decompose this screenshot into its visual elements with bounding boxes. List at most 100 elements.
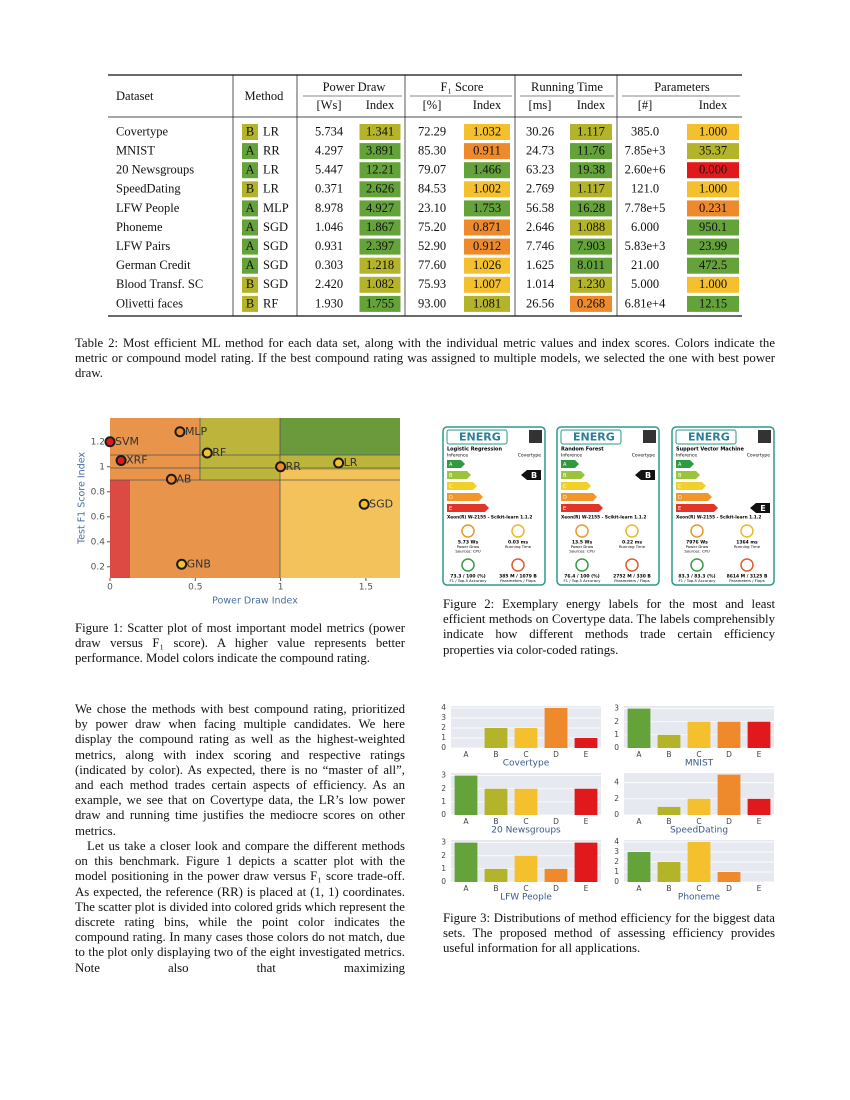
task: Inference: [447, 453, 468, 459]
scale-letter: E: [449, 506, 452, 512]
metric-note: Sources: CPU: [455, 549, 480, 554]
metric-value: 8614 M / 3125 B: [727, 574, 768, 580]
metric-name: Running Time: [505, 544, 532, 549]
table-cell: 1.032: [473, 124, 501, 138]
table-cell: 1.867: [366, 220, 394, 234]
x-tick-label: E: [584, 817, 589, 826]
table-cell: 1.002: [473, 182, 501, 196]
y-tick-label: 1: [614, 730, 619, 739]
table-group-header: Power Draw: [323, 80, 386, 94]
table-cell: LR: [263, 124, 280, 138]
table-cell: 1.753: [473, 201, 501, 215]
table-cell: A: [245, 258, 254, 272]
energy-label: [671, 426, 775, 586]
table-cell: 79.07: [418, 163, 446, 177]
rating-cell: [464, 238, 510, 255]
table-cell: 5.734: [315, 124, 344, 138]
y-tick-label: 0.2: [91, 562, 105, 572]
table-cell: 2.420: [315, 277, 343, 291]
metric-name: Parameters / Flops: [614, 578, 649, 583]
table-cell: Phoneme: [116, 220, 163, 234]
x-tick-label: C: [523, 750, 528, 759]
x-tick-label: C: [696, 817, 701, 826]
y-tick-label: 0: [441, 743, 446, 752]
bar: [514, 855, 538, 882]
x-tick-label: B: [666, 750, 671, 759]
table-cell: SpeedDating: [116, 182, 181, 196]
rating-cell: [570, 143, 612, 160]
table-cell: 0.911: [473, 143, 501, 157]
table-cell: 0.371: [315, 182, 343, 196]
rating-arrow: [521, 470, 541, 480]
table-cell: B: [246, 296, 254, 310]
table-cell: 1.026: [473, 258, 501, 272]
rating-cell: [570, 276, 612, 293]
bar: [544, 868, 568, 882]
rating-cell: [570, 181, 612, 198]
bar: [687, 798, 711, 815]
table-cell: 1.014: [526, 277, 555, 291]
table-header: Dataset: [116, 89, 154, 103]
bar: [454, 842, 478, 882]
y-tick-label: 1: [614, 867, 619, 876]
scale-bar: [676, 504, 718, 512]
rating-cell: [687, 238, 739, 255]
table-cell: 63.23: [526, 163, 554, 177]
chart-title: SpeedDating: [670, 826, 728, 836]
x-tick-label: C: [696, 884, 701, 893]
table-cell: 19.38: [577, 163, 605, 177]
table-cell: 1.082: [366, 277, 394, 291]
rating-cell: [242, 124, 258, 140]
metric-name: Running Time: [734, 544, 761, 549]
point: [174, 426, 186, 438]
x-tick-label: A: [463, 750, 469, 759]
y-tick-label: 0: [614, 877, 619, 886]
y-tick-label: 1: [441, 864, 446, 873]
rating-cell: [570, 124, 612, 140]
scale-bar: [561, 493, 597, 501]
y-tick-label: 2: [614, 717, 619, 726]
table-cell: 1.000: [699, 277, 727, 291]
metric-icon: [461, 558, 475, 572]
qr-code: [758, 430, 771, 443]
point: [165, 473, 177, 485]
rating-cell: [242, 257, 258, 274]
table-cell: 1.230: [577, 277, 605, 291]
figure1-caption: Figure 1: Scatter plot of most important…: [75, 621, 405, 666]
table-subheader: Index: [577, 98, 606, 112]
scale-letter: B: [678, 473, 682, 479]
bar: [454, 775, 478, 815]
table-cell: 2.626: [366, 182, 394, 196]
table-cell: 75.20: [418, 220, 446, 234]
table-caption: Table 2: Most efficient ML method for ea…: [75, 336, 775, 381]
rating-cell: [687, 143, 739, 160]
scale-letter: D: [563, 495, 567, 501]
point: [176, 558, 188, 570]
table-cell: 26.56: [526, 296, 554, 310]
y-tick-label: 0.4: [91, 537, 106, 547]
x-tick-label: D: [726, 817, 732, 826]
rating-cell: [464, 276, 510, 293]
table-cell: 1.930: [315, 296, 343, 310]
table-cell: Olivetti faces: [116, 296, 183, 310]
rating-bins: [110, 418, 400, 578]
dataset: Covertype: [518, 453, 541, 459]
table-cell: 1.341: [366, 124, 394, 138]
table-cell: 20 Newsgroups: [116, 163, 194, 177]
table-cell: 0.912: [473, 239, 501, 253]
rating-cell: [359, 257, 401, 274]
rating-cell: [464, 124, 510, 140]
table-cell: B: [246, 277, 254, 291]
metric-name: Parameters / Flops: [500, 578, 535, 583]
x-tick-label: 0: [107, 583, 113, 593]
logo: ENERG: [573, 431, 615, 444]
x-tick-label: D: [726, 884, 732, 893]
rating-cell: [464, 143, 510, 160]
bar: [747, 721, 771, 748]
table-cell: 1.218: [366, 258, 394, 272]
rating-cell: [359, 200, 401, 217]
rating-cell: [242, 200, 258, 217]
y-tick-label: 2: [614, 794, 619, 803]
table-group-header: F₁ Score: [441, 80, 484, 94]
table-cell: A: [245, 163, 254, 177]
